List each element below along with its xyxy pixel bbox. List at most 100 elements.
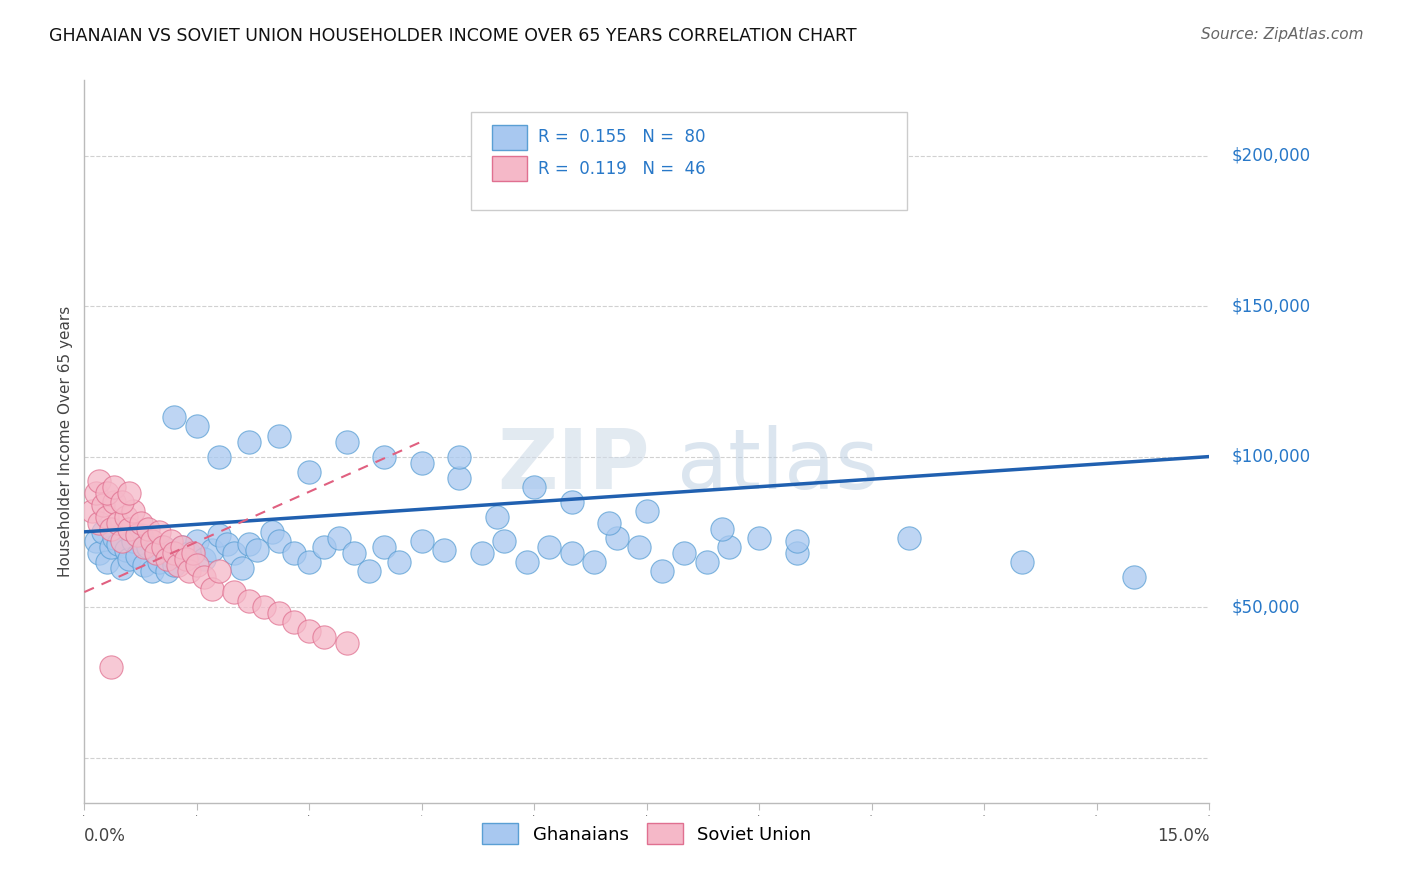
Point [84,485,107,500]
Point [107,537,129,551]
Point [193,552,215,566]
Point [336,434,359,449]
Point [136,540,159,554]
Point [174,552,197,566]
Point [224,585,246,599]
Point [159,549,181,563]
Point [163,546,186,560]
Point [628,540,651,554]
Point [260,524,283,539]
Point [298,465,321,479]
Point [170,540,193,554]
Point [471,546,494,560]
Point [246,542,269,557]
Point [148,555,170,569]
Point [561,494,583,508]
Point [156,564,179,578]
Point [186,419,208,434]
Point [96,555,118,569]
Point [786,546,808,560]
Point [91,498,114,512]
Point [710,522,733,536]
Point [186,558,208,572]
Point [208,564,231,578]
Point [238,537,260,551]
Point [129,516,152,530]
Point [159,533,181,548]
Point [122,504,145,518]
Text: 15.0%: 15.0% [1157,827,1209,845]
Point [253,600,276,615]
Text: 0.0%: 0.0% [84,827,127,845]
Point [136,522,159,536]
Point [122,533,145,548]
Point [141,533,163,548]
Point [156,552,179,566]
Point [449,470,471,484]
Point [314,540,336,554]
Point [718,540,741,554]
Point [100,522,122,536]
Point [129,528,152,542]
Point [598,516,620,530]
Point [118,485,141,500]
Point [1123,570,1146,584]
Point [298,555,321,569]
Point [748,531,770,545]
Point [141,564,163,578]
Point [696,555,718,569]
Point [80,504,103,518]
Point [89,546,111,560]
Text: Source: ZipAtlas.com: Source: ZipAtlas.com [1201,27,1364,42]
Point [208,528,231,542]
Point [283,546,305,560]
Point [673,546,696,560]
Point [343,546,366,560]
Point [636,504,658,518]
Text: $200,000: $200,000 [1232,146,1310,164]
Point [523,480,546,494]
Point [494,533,516,548]
Y-axis label: Householder Income Over 65 years: Householder Income Over 65 years [58,306,73,577]
Point [118,522,141,536]
Point [114,542,136,557]
Point [201,542,224,557]
Point [238,434,260,449]
Point [152,540,174,554]
Point [269,428,291,442]
Point [107,516,129,530]
Point [100,660,122,674]
Text: ZIP: ZIP [496,425,650,506]
Point [269,606,291,620]
Point [449,450,471,464]
Point [181,546,204,560]
Point [163,558,186,572]
Text: $150,000: $150,000 [1232,297,1310,315]
Point [238,594,260,608]
Point [96,509,118,524]
Point [170,540,193,554]
Point [89,516,111,530]
Text: R =  0.119   N =  46: R = 0.119 N = 46 [538,160,706,178]
Point [314,630,336,644]
Point [125,549,148,563]
Point [125,528,148,542]
Point [328,531,350,545]
Point [538,540,561,554]
Point [100,540,122,554]
Point [111,561,134,575]
Point [898,531,921,545]
Point [145,546,167,560]
Point [606,531,628,545]
Point [148,524,170,539]
Point [651,564,673,578]
Point [179,564,201,578]
Point [433,542,456,557]
Point [583,555,606,569]
Point [201,582,224,596]
Point [224,546,246,560]
Point [167,558,190,572]
Point [103,494,125,508]
Point [1011,555,1033,569]
Point [485,509,508,524]
